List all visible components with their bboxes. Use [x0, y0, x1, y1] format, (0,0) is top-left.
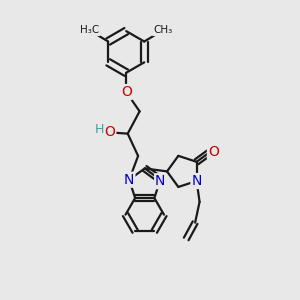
Text: O: O [121, 85, 132, 99]
Text: CH₃: CH₃ [153, 25, 172, 35]
Text: N: N [155, 174, 166, 188]
Text: O: O [104, 125, 115, 139]
Text: N: N [124, 173, 134, 187]
Text: H: H [95, 123, 104, 136]
Text: O: O [208, 145, 219, 159]
Text: H₃C: H₃C [80, 25, 99, 35]
Text: N: N [191, 174, 202, 188]
